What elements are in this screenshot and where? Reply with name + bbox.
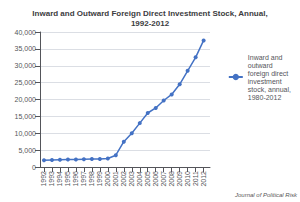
svg-text:2008: 2008 [168,171,175,187]
svg-text:2003: 2003 [128,171,135,187]
svg-text:1995: 1995 [64,171,71,187]
svg-text:2012: 2012 [200,171,207,187]
svg-text:Journal of Political Risk: Journal of Political Risk [234,192,298,198]
svg-text:40,000: 40,000 [15,29,37,36]
svg-text:1980-2012: 1980-2012 [248,94,282,101]
svg-text:1998: 1998 [88,171,95,187]
svg-text:10,000: 10,000 [15,130,37,137]
svg-text:5,000: 5,000 [18,147,36,154]
svg-text:1992: 1992 [40,171,47,187]
svg-text:1992-2012: 1992-2012 [131,19,170,28]
svg-text:2011: 2011 [192,171,199,186]
svg-text:2002: 2002 [120,171,127,187]
svg-text:2006: 2006 [152,171,159,187]
svg-text:30,000: 30,000 [15,62,37,69]
svg-text:1994: 1994 [56,171,63,187]
svg-text:Inward and Outward Foreign Dir: Inward and Outward Foreign Direct Invest… [32,9,267,18]
svg-text:25,000: 25,000 [15,79,37,86]
svg-text:2005: 2005 [144,171,151,187]
svg-text:1997: 1997 [80,171,87,187]
svg-text:2010: 2010 [184,171,191,187]
svg-text:2004: 2004 [136,171,143,187]
svg-text:2009: 2009 [176,171,183,187]
svg-text:outward: outward [248,62,273,69]
svg-text:2007: 2007 [160,171,167,187]
svg-text:investment: investment [248,78,282,85]
svg-text:stock, annual,: stock, annual, [248,86,291,93]
svg-text:1993: 1993 [48,171,55,187]
svg-text:1996: 1996 [72,171,79,187]
svg-text:35,000: 35,000 [15,45,37,52]
svg-text:15,000: 15,000 [15,113,37,120]
svg-text:2000: 2000 [104,171,111,187]
svg-text:20,000: 20,000 [15,96,37,103]
svg-text:foreign direct: foreign direct [248,70,289,78]
svg-text:0: 0 [32,164,36,171]
svg-text:Inward and: Inward and [248,54,283,61]
svg-text:1999: 1999 [96,171,103,187]
svg-text:2001: 2001 [112,171,119,187]
